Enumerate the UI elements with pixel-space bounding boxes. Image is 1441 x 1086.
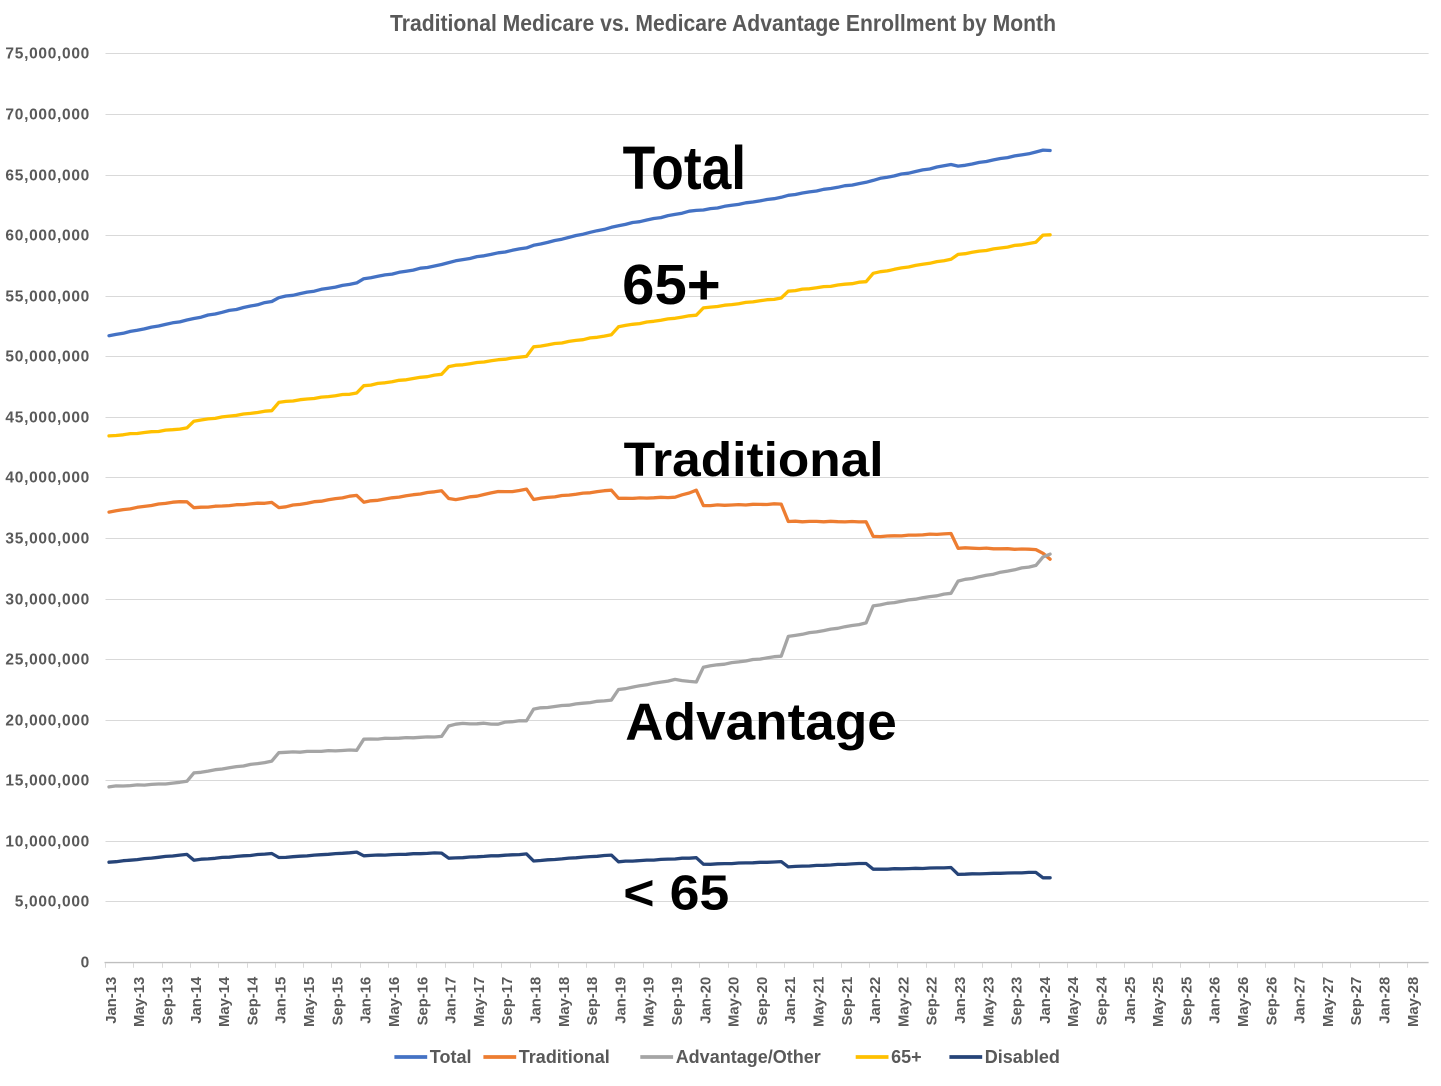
svg-text:Jan-22: Jan-22 <box>868 977 884 1024</box>
svg-text:35,000,000: 35,000,000 <box>5 531 90 548</box>
svg-text:30,000,000: 30,000,000 <box>5 592 90 609</box>
svg-text:Sep-16: Sep-16 <box>415 977 431 1026</box>
svg-text:Sep-25: Sep-25 <box>1179 977 1195 1026</box>
svg-text:Sep-21: Sep-21 <box>840 977 856 1026</box>
svg-text:Jan-27: Jan-27 <box>1293 977 1309 1024</box>
svg-text:65,000,000: 65,000,000 <box>5 168 90 185</box>
svg-text:May-17: May-17 <box>472 977 488 1027</box>
svg-text:Jan-25: Jan-25 <box>1123 977 1139 1024</box>
svg-text:May-18: May-18 <box>557 977 573 1027</box>
svg-text:Sep-24: Sep-24 <box>1095 976 1111 1025</box>
svg-text:Total: Total <box>430 1047 472 1067</box>
svg-text:May-20: May-20 <box>727 977 743 1027</box>
svg-text:Sep-23: Sep-23 <box>1010 977 1026 1026</box>
svg-text:Traditional: Traditional <box>624 434 884 487</box>
svg-text:Jan-13: Jan-13 <box>104 977 120 1024</box>
svg-text:65+: 65+ <box>622 253 721 316</box>
svg-text:75,000,000: 75,000,000 <box>5 46 90 63</box>
svg-text:Jan-20: Jan-20 <box>698 977 714 1024</box>
svg-text:Sep-26: Sep-26 <box>1264 977 1280 1026</box>
svg-text:Advantage/Other: Advantage/Other <box>676 1047 821 1067</box>
svg-text:65+: 65+ <box>891 1047 922 1067</box>
svg-text:Sep-19: Sep-19 <box>670 977 686 1026</box>
svg-text:40,000,000: 40,000,000 <box>5 470 90 487</box>
svg-text:70,000,000: 70,000,000 <box>5 107 90 124</box>
svg-text:Sep-15: Sep-15 <box>330 977 346 1026</box>
svg-text:Jan-16: Jan-16 <box>359 977 375 1024</box>
svg-text:May-24: May-24 <box>1066 976 1082 1027</box>
svg-text:25,000,000: 25,000,000 <box>5 652 90 669</box>
svg-text:Jan-23: Jan-23 <box>953 977 969 1024</box>
svg-text:Traditional: Traditional <box>519 1047 610 1067</box>
svg-text:Jan-17: Jan-17 <box>444 977 460 1024</box>
svg-text:Sep-18: Sep-18 <box>585 977 601 1026</box>
svg-text:Traditional Medicare vs. Medic: Traditional Medicare vs. Medicare Advant… <box>390 10 1056 36</box>
svg-text:50,000,000: 50,000,000 <box>5 349 90 366</box>
svg-text:< 65: < 65 <box>623 867 729 921</box>
svg-text:0: 0 <box>81 955 90 972</box>
svg-text:55,000,000: 55,000,000 <box>5 289 90 306</box>
svg-text:Sep-14: Sep-14 <box>245 976 261 1025</box>
svg-text:15,000,000: 15,000,000 <box>5 773 90 790</box>
svg-text:Jan-26: Jan-26 <box>1208 977 1224 1024</box>
svg-text:Jan-15: Jan-15 <box>274 977 290 1024</box>
svg-text:May-16: May-16 <box>387 977 403 1027</box>
svg-text:Sep-22: Sep-22 <box>925 977 941 1026</box>
svg-text:20,000,000: 20,000,000 <box>5 713 90 730</box>
svg-text:May-19: May-19 <box>642 977 658 1027</box>
svg-text:Sep-27: Sep-27 <box>1349 977 1365 1026</box>
svg-text:May-23: May-23 <box>981 977 997 1027</box>
svg-text:May-13: May-13 <box>132 977 148 1027</box>
svg-text:Sep-20: Sep-20 <box>755 977 771 1026</box>
svg-text:5,000,000: 5,000,000 <box>15 894 90 911</box>
svg-text:Jan-24: Jan-24 <box>1038 976 1054 1024</box>
svg-text:Total: Total <box>623 134 747 202</box>
svg-text:Sep-13: Sep-13 <box>161 977 177 1026</box>
svg-text:May-25: May-25 <box>1151 977 1167 1027</box>
svg-text:May-28: May-28 <box>1406 977 1422 1027</box>
svg-text:10,000,000: 10,000,000 <box>5 834 90 851</box>
svg-text:45,000,000: 45,000,000 <box>5 410 90 427</box>
svg-text:Jan-14: Jan-14 <box>189 976 205 1024</box>
svg-text:May-14: May-14 <box>217 976 233 1027</box>
svg-text:Advantage: Advantage <box>625 694 897 752</box>
svg-text:60,000,000: 60,000,000 <box>5 228 90 245</box>
svg-text:May-15: May-15 <box>302 977 318 1027</box>
svg-text:Jan-28: Jan-28 <box>1378 977 1394 1024</box>
svg-text:Jan-21: Jan-21 <box>783 977 799 1024</box>
svg-text:Disabled: Disabled <box>985 1047 1060 1067</box>
svg-text:Jan-19: Jan-19 <box>613 977 629 1024</box>
svg-text:May-26: May-26 <box>1236 977 1252 1027</box>
svg-text:May-22: May-22 <box>896 977 912 1027</box>
svg-text:May-21: May-21 <box>812 977 828 1027</box>
svg-text:Sep-17: Sep-17 <box>500 977 516 1026</box>
svg-text:Jan-18: Jan-18 <box>529 977 545 1024</box>
svg-text:May-27: May-27 <box>1321 977 1337 1027</box>
